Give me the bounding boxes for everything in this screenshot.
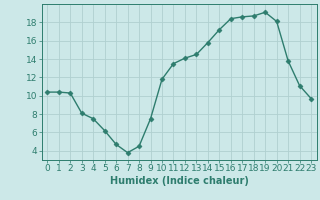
X-axis label: Humidex (Indice chaleur): Humidex (Indice chaleur) (110, 176, 249, 186)
